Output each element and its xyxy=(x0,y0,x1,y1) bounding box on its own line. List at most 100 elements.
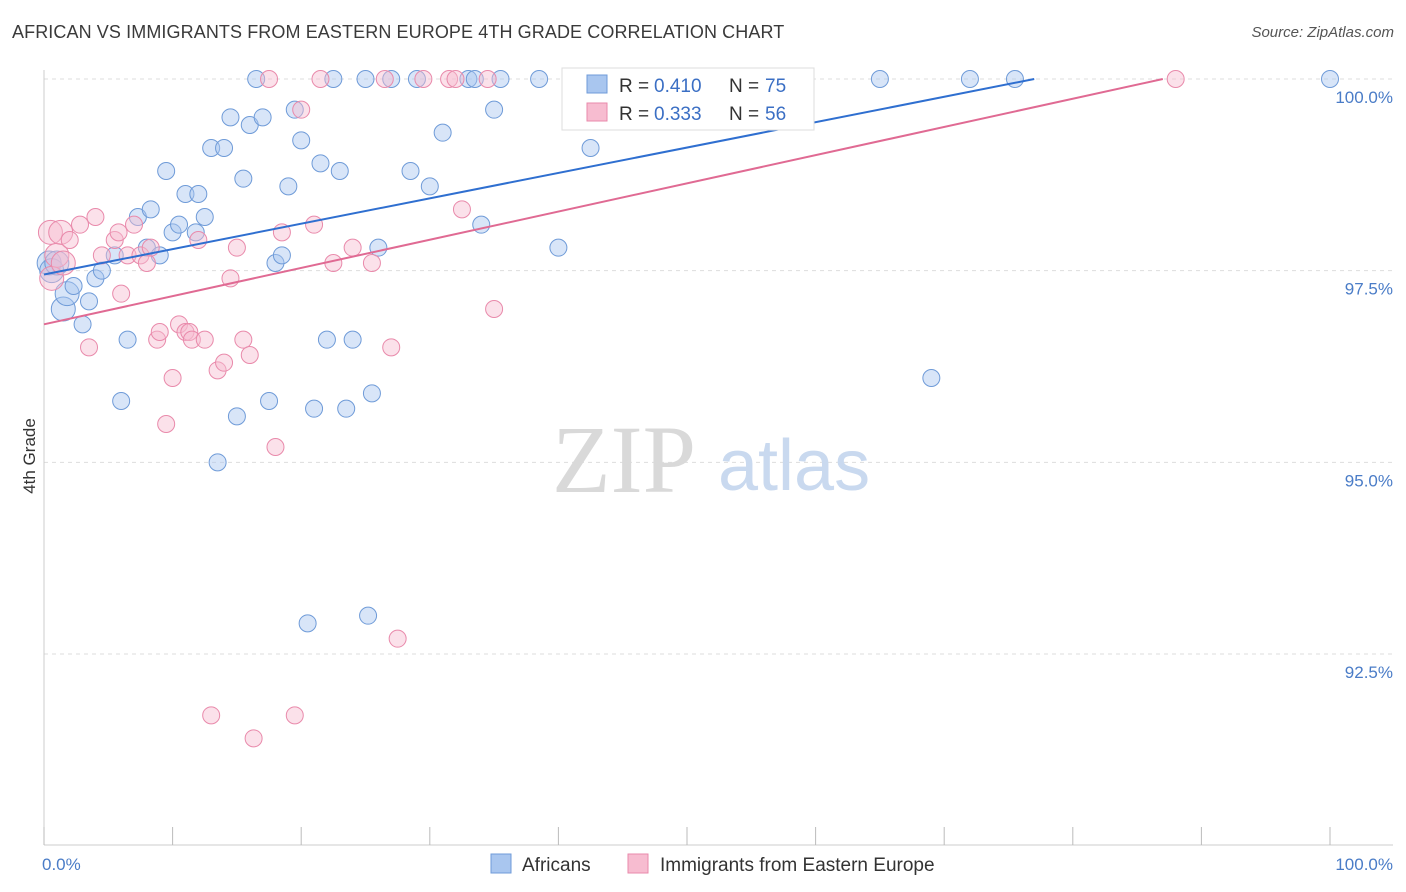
immigrants-point xyxy=(170,315,189,334)
africans-point xyxy=(530,70,549,88)
immigrants-point xyxy=(285,706,304,725)
immigrants-point xyxy=(37,219,63,245)
africans-point xyxy=(330,162,349,180)
y-tick-label: 92.5% xyxy=(1345,663,1393,682)
africans-point xyxy=(279,177,298,196)
africans-point xyxy=(324,70,343,88)
immigrants-point xyxy=(440,70,459,88)
chart-source: Source: ZipAtlas.com xyxy=(1251,24,1394,41)
bottom-legend-swatch-africans xyxy=(490,853,512,874)
y-axis-label: 4th Grade xyxy=(20,418,39,494)
africans-point xyxy=(208,453,227,472)
immigrants-point xyxy=(215,353,234,372)
africans-point xyxy=(141,200,160,219)
immigrants-point xyxy=(182,330,201,349)
africans-point xyxy=(362,384,381,403)
africans-point xyxy=(253,108,272,127)
immigrants-point xyxy=(234,330,253,349)
immigrants-point xyxy=(176,323,195,341)
immigrants-point xyxy=(485,300,504,318)
immigrants-point xyxy=(1166,70,1185,88)
africans-point xyxy=(157,162,176,180)
bottom-legend-swatch-immigrants xyxy=(627,853,649,874)
africans-point xyxy=(80,292,99,311)
africans-point xyxy=(305,399,324,418)
africans-point xyxy=(369,238,388,257)
x-tick-label-left: 0.0% xyxy=(42,855,81,874)
africans-point xyxy=(317,330,336,349)
africans-point xyxy=(459,70,478,88)
immigrants-point xyxy=(112,284,131,303)
africans-points xyxy=(36,70,1339,633)
immigrants-point xyxy=(86,208,105,226)
y-tick-label: 95.0% xyxy=(1345,471,1393,490)
africans-point xyxy=(189,185,208,203)
bottom-legend-africans: Africans xyxy=(522,855,591,876)
africans-point xyxy=(272,246,291,265)
immigrants-point xyxy=(292,100,311,119)
africans-point xyxy=(227,407,246,426)
immigrants-point xyxy=(382,338,401,357)
africans-point xyxy=(163,223,182,242)
africans-point xyxy=(960,70,979,88)
africans-point xyxy=(420,177,439,196)
africans-point xyxy=(1321,70,1339,88)
correlation-legend: R = 0.410 N = 75 R = 0.333 N = 56 xyxy=(561,67,815,131)
grid-lines: 100.0% 97.5% 95.0% 92.5% xyxy=(44,78,1393,682)
africans-point xyxy=(44,250,70,276)
africans-point xyxy=(407,70,426,88)
immigrants-point xyxy=(240,346,259,364)
africans-point xyxy=(86,269,105,288)
africans-point xyxy=(401,162,420,180)
africans-point xyxy=(465,70,484,88)
immigrants-trend-line xyxy=(43,78,1164,326)
immigrants-points xyxy=(37,70,1185,748)
africans-point xyxy=(118,330,137,349)
immigrants-point xyxy=(60,231,79,249)
immigrants-point xyxy=(452,200,471,219)
africans-point xyxy=(64,277,83,295)
immigrants-point xyxy=(388,629,407,648)
africans-point xyxy=(337,399,356,418)
africans-point xyxy=(549,238,568,257)
africans-point xyxy=(112,392,131,410)
africans-point xyxy=(170,215,189,234)
immigrants-point xyxy=(266,438,285,456)
africans-point xyxy=(73,315,92,334)
trend-lines xyxy=(43,78,1164,326)
immigrants-point xyxy=(414,70,433,88)
africans-point xyxy=(260,392,279,410)
immigrants-point xyxy=(109,223,128,242)
africans-point xyxy=(54,281,80,307)
africans-point xyxy=(285,100,304,119)
immigrants-point xyxy=(157,415,176,433)
africans-point xyxy=(343,330,362,349)
immigrants-point xyxy=(71,215,90,234)
africans-point xyxy=(292,131,311,150)
series-legend: Africans Immigrants from Eastern Europe xyxy=(490,853,935,876)
africans-point xyxy=(202,139,221,157)
immigrants-point xyxy=(343,238,362,257)
legend-r-value-1: 0.410 xyxy=(654,76,702,97)
immigrants-point xyxy=(195,330,214,349)
immigrants-point xyxy=(446,70,465,88)
immigrants-point xyxy=(125,215,144,234)
africans-point xyxy=(870,70,889,88)
africans-point xyxy=(382,70,401,88)
legend-n-label-2: N = xyxy=(729,104,759,125)
africans-point xyxy=(359,606,378,625)
africans-point xyxy=(922,369,941,387)
immigrants-point xyxy=(375,70,394,88)
immigrants-point xyxy=(202,706,221,725)
immigrants-point xyxy=(478,70,497,88)
africans-point xyxy=(215,139,234,157)
y-tick-label: 100.0% xyxy=(1335,88,1393,107)
immigrants-point xyxy=(305,215,324,234)
immigrants-point xyxy=(227,238,246,257)
africans-point xyxy=(311,154,330,173)
africans-point xyxy=(221,108,240,127)
africans-point xyxy=(433,123,452,142)
legend-r-value-2: 0.333 xyxy=(654,104,702,125)
immigrants-point xyxy=(244,729,263,748)
